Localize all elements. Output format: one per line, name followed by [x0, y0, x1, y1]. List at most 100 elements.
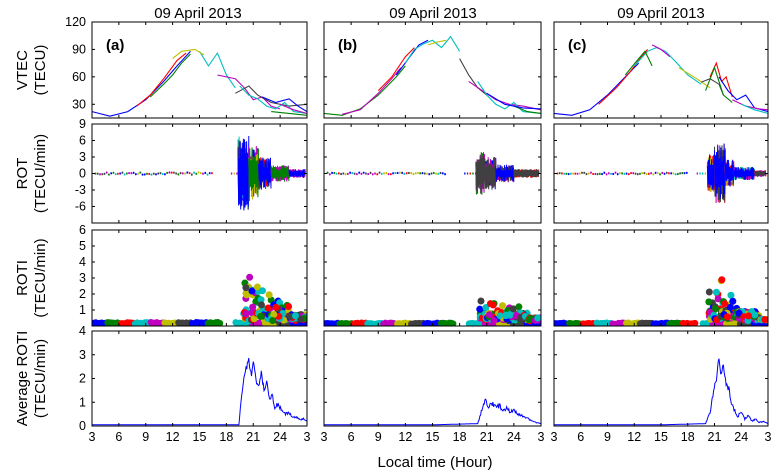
- y-axis-label-line: ROT: [14, 158, 31, 190]
- x-tick-label: 6: [115, 430, 122, 444]
- y-tick-label: 120: [65, 15, 86, 29]
- plot-area-roti-1: [324, 297, 541, 326]
- plot-area-vtec-0: [92, 48, 307, 117]
- plot-area-roti-0: [92, 273, 307, 326]
- panel-roti-0: 1 2 3 4 5 6: [79, 223, 308, 327]
- rot-series-segment: [190, 173, 193, 176]
- y-tick-label: 0: [79, 419, 86, 433]
- panel-label-2: (c): [568, 37, 586, 54]
- vtec-series-line: [633, 47, 702, 85]
- vtec-series-line: [459, 58, 488, 96]
- plot-area-roti-2: [554, 276, 768, 326]
- panel-frame: [323, 330, 542, 427]
- roti-point: [515, 303, 523, 311]
- plot-area-vtec-2: [554, 44, 768, 116]
- column-title-a: 09 April 2013: [154, 5, 242, 22]
- x-tick-label: 21: [708, 430, 722, 444]
- x-tick-label: 24: [273, 430, 287, 444]
- x-axis-label: Local time (Hour): [377, 454, 492, 471]
- roti-point: [721, 300, 729, 308]
- panel-vtec-1: (b): [323, 21, 542, 119]
- panel-frame: [91, 330, 308, 427]
- rot-series-line: [475, 153, 486, 194]
- roti-point: [735, 309, 743, 317]
- roti-point: [257, 312, 265, 320]
- roti-point: [712, 288, 720, 296]
- vtec-series-line: [261, 96, 307, 113]
- plot-area-avg_roti-2: [554, 358, 768, 426]
- vtec-series-line: [718, 76, 768, 113]
- x-tick-label: 21: [246, 430, 260, 444]
- roti-point: [249, 303, 257, 311]
- vtec-series-line: [217, 74, 281, 110]
- x-tick-label: 15: [193, 430, 207, 444]
- rot-series-line: [258, 157, 272, 190]
- y-tick-label: 90: [72, 42, 86, 56]
- rot-series-line: [288, 169, 306, 178]
- x-tick-label: 3: [538, 430, 545, 444]
- vtec-series-line: [279, 103, 307, 114]
- column-title-c: 09 April 2013: [617, 5, 705, 22]
- roti-point: [476, 305, 484, 313]
- rot-series-line: [513, 169, 540, 178]
- roti-point: [250, 315, 258, 323]
- y-tick-label: -6: [75, 200, 86, 214]
- rot-series-line: [714, 143, 726, 199]
- plot-area-vtec-1: [324, 35, 541, 116]
- y-axis-label-line: (TECU): [32, 45, 49, 96]
- rot-series-line: [733, 167, 755, 181]
- column-titles: 09 April 2013 09 April 2013 09 April 201…: [154, 5, 705, 22]
- roti-point: [257, 296, 265, 304]
- vtec-series-line: [741, 103, 768, 114]
- y-tick-label: -3: [75, 183, 86, 197]
- x-tick-label: 3: [89, 430, 96, 444]
- vtec-series-line: [271, 111, 307, 116]
- x-tick-label: 18: [453, 430, 467, 444]
- x-tick-label: 9: [142, 430, 149, 444]
- y-tick-label: 60: [72, 70, 86, 84]
- rot-series-segment: [197, 171, 200, 174]
- rot-series-line: [270, 165, 290, 182]
- vtec-series-line: [700, 78, 724, 96]
- roti-point: [723, 313, 731, 321]
- vtec-series-line: [395, 39, 429, 76]
- y-tick-label: 2: [79, 287, 86, 301]
- y-tick-label: 1: [79, 395, 86, 409]
- vtec-series-line: [554, 62, 640, 116]
- roti-point: [269, 317, 277, 325]
- roti-point: [509, 305, 517, 313]
- rot-series-line: [706, 154, 715, 190]
- plot-area-rot-1: [326, 152, 540, 195]
- vtec-series-line: [377, 47, 415, 91]
- roti-point: [482, 304, 490, 312]
- rot-series-segment: [141, 173, 144, 176]
- panel-rot-0: -6 -3 0 3 6 9: [75, 117, 308, 224]
- avg-roti-line: [92, 357, 307, 426]
- column-title-b: 09 April 2013: [389, 5, 477, 22]
- y-tick-label: 4: [79, 324, 86, 338]
- plot-area-avg_roti-0: [92, 357, 307, 426]
- vtec-series-line: [678, 67, 711, 89]
- panel-rot-2: [553, 123, 769, 224]
- rot-series-line: [724, 159, 735, 187]
- y-axis-label-line: (TECU/min): [32, 339, 49, 418]
- y-tick-label: 3: [79, 271, 86, 285]
- vtec-series-line: [468, 80, 541, 111]
- panel-vtec-2: (c): [553, 21, 769, 119]
- panel-label-1: (b): [338, 37, 357, 54]
- x-tick-label: 6: [577, 430, 584, 444]
- vtec-series-line: [239, 85, 307, 114]
- panel-avg_roti-0: 0 1 2 3 4: [79, 324, 308, 433]
- roti-point: [714, 295, 722, 303]
- vtec-series-line: [92, 50, 191, 117]
- avg-roti-line: [324, 398, 541, 426]
- roti-point: [477, 297, 485, 305]
- y-axis-label-avg_roti: Average ROTI(TECU/min): [14, 331, 49, 427]
- x-tick-label: 18: [219, 430, 233, 444]
- y-tick-label: 9: [79, 117, 86, 131]
- x-tick-label: 24: [507, 430, 521, 444]
- plot-area-avg_roti-1: [324, 398, 541, 426]
- roti-point: [242, 289, 250, 297]
